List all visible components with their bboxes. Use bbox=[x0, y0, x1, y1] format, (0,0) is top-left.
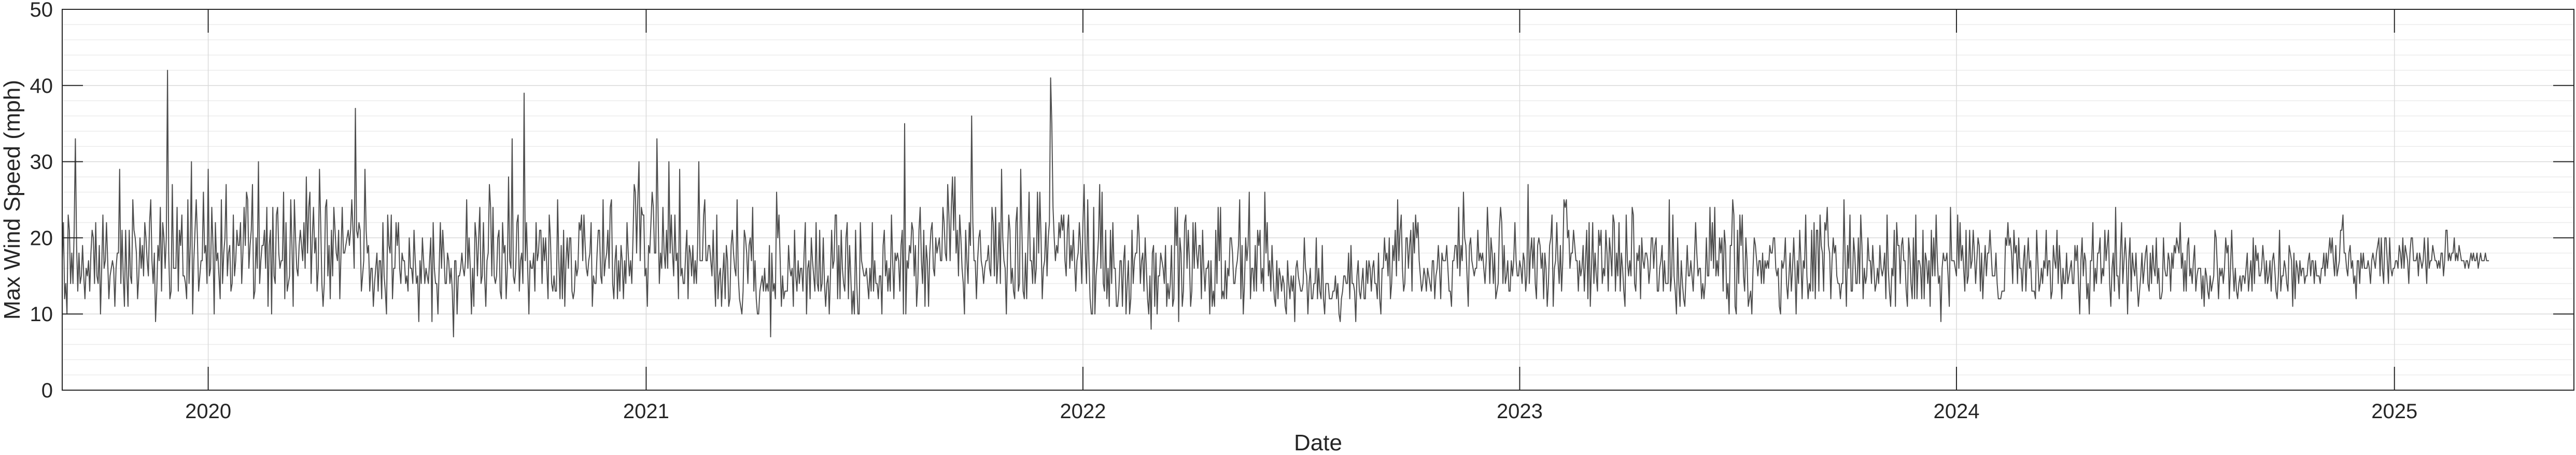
x-tick-label: 2021 bbox=[623, 400, 669, 423]
y-tick-labels: 0 10 20 30 40 50 bbox=[30, 0, 53, 402]
plot-frame bbox=[62, 9, 2574, 391]
y-tick-label: 40 bbox=[30, 75, 53, 98]
x-tick-label: 2022 bbox=[1060, 400, 1106, 423]
y-axis-label: Max Wind Speed (mph) bbox=[0, 80, 25, 320]
y-tick-label: 20 bbox=[30, 227, 53, 250]
x-tick-labels: 2020 2021 2022 2023 2024 2025 bbox=[185, 400, 2417, 423]
x-tick-label: 2020 bbox=[185, 400, 231, 423]
axis-ticks bbox=[62, 9, 2574, 391]
x-tick-label: 2025 bbox=[2371, 400, 2417, 423]
y-tick-label: 50 bbox=[30, 0, 53, 21]
x-tick-label: 2023 bbox=[1497, 400, 1543, 423]
series-layer bbox=[62, 70, 2489, 338]
x-tick-label: 2024 bbox=[1933, 400, 1979, 423]
x-axis-label: Date bbox=[1294, 430, 1342, 455]
y-tick-label: 10 bbox=[30, 303, 53, 326]
series-line bbox=[62, 70, 2489, 338]
y-tick-label: 0 bbox=[41, 379, 53, 402]
y-tick-label: 30 bbox=[30, 151, 53, 174]
